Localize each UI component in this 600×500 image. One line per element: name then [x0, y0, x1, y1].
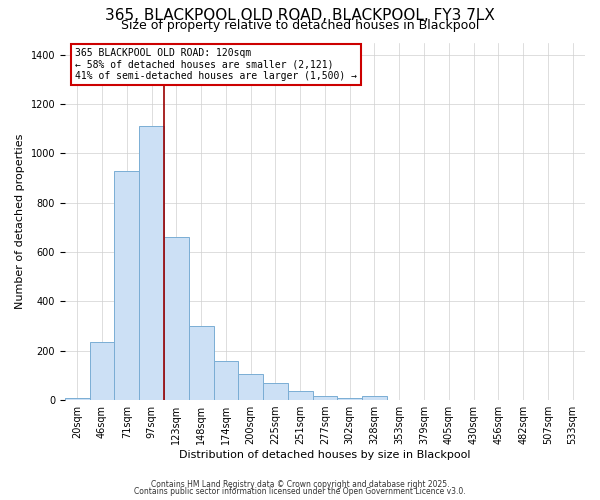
Y-axis label: Number of detached properties: Number of detached properties [15, 134, 25, 309]
Text: Size of property relative to detached houses in Blackpool: Size of property relative to detached ho… [121, 19, 479, 32]
Text: 365, BLACKPOOL OLD ROAD, BLACKPOOL, FY3 7LX: 365, BLACKPOOL OLD ROAD, BLACKPOOL, FY3 … [105, 8, 495, 22]
Bar [362, 396, 387, 400]
Bar [214, 360, 238, 400]
Bar [189, 326, 214, 400]
Bar [337, 398, 362, 400]
Bar [164, 238, 189, 400]
Bar [238, 374, 263, 400]
Bar [313, 396, 337, 400]
Bar [288, 390, 313, 400]
Bar [139, 126, 164, 400]
Bar [263, 384, 288, 400]
X-axis label: Distribution of detached houses by size in Blackpool: Distribution of detached houses by size … [179, 450, 471, 460]
Text: Contains public sector information licensed under the Open Government Licence v3: Contains public sector information licen… [134, 488, 466, 496]
Text: 365 BLACKPOOL OLD ROAD: 120sqm
← 58% of detached houses are smaller (2,121)
41% : 365 BLACKPOOL OLD ROAD: 120sqm ← 58% of … [76, 48, 358, 81]
Bar [65, 398, 89, 400]
Bar [115, 170, 139, 400]
Text: Contains HM Land Registry data © Crown copyright and database right 2025.: Contains HM Land Registry data © Crown c… [151, 480, 449, 489]
Bar [89, 342, 115, 400]
